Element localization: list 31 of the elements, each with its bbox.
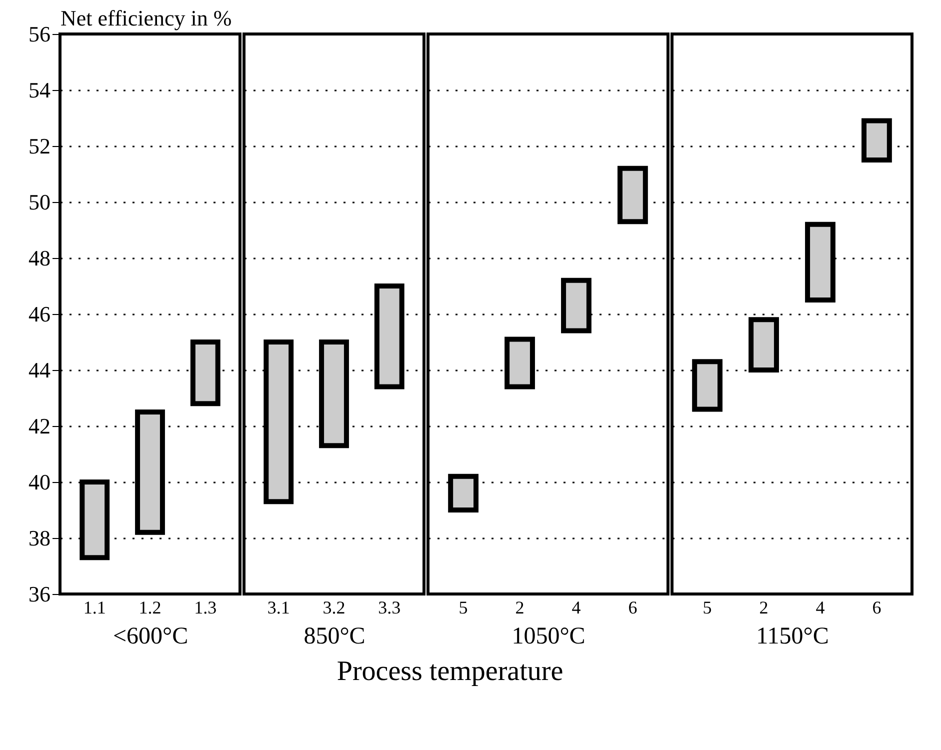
y-axis-title: Net efficiency in % [60,6,232,30]
y-tick-label: 54 [28,78,50,102]
x-axis-title: <600°C [112,624,188,650]
x-tick-label: 4 [572,598,581,618]
y-tick-label: 50 [28,190,50,214]
y-tick-label: 56 [28,22,50,46]
y-tick-label: 44 [28,358,50,382]
y-tick-label: 46 [28,302,50,326]
y-tick-label: 38 [28,526,50,550]
x-tick-label: 6 [628,598,638,618]
x-tick-label: 3.3 [378,598,401,618]
x-tick-label: 3.1 [267,598,290,618]
y-tick-label: 40 [28,470,50,494]
x-tick-label: 2 [759,598,768,618]
x-axis-title: 1150°C [756,624,829,650]
x-tick-label: 2 [515,598,524,618]
y-tick-label: 36 [28,582,50,606]
x-tick-label: 1.2 [138,598,162,618]
x-tick-label: 5 [702,598,712,618]
text: Process temperature [336,656,564,688]
y-tick-label: 42 [28,414,50,438]
y-tick-label: 52 [28,134,50,158]
x-tick-label: 1.3 [194,598,217,618]
x-tick-label: 1.1 [83,598,106,618]
x-tick-label: 4 [816,598,825,618]
x-axis-title: 850°C [304,624,366,650]
x-tick-label: 3.2 [322,598,346,618]
x-axis-title: 1050°C [512,624,586,650]
x-tick-label: 6 [872,598,882,618]
y-tick-label: 48 [28,246,50,270]
x-tick-label: 5 [458,598,468,618]
